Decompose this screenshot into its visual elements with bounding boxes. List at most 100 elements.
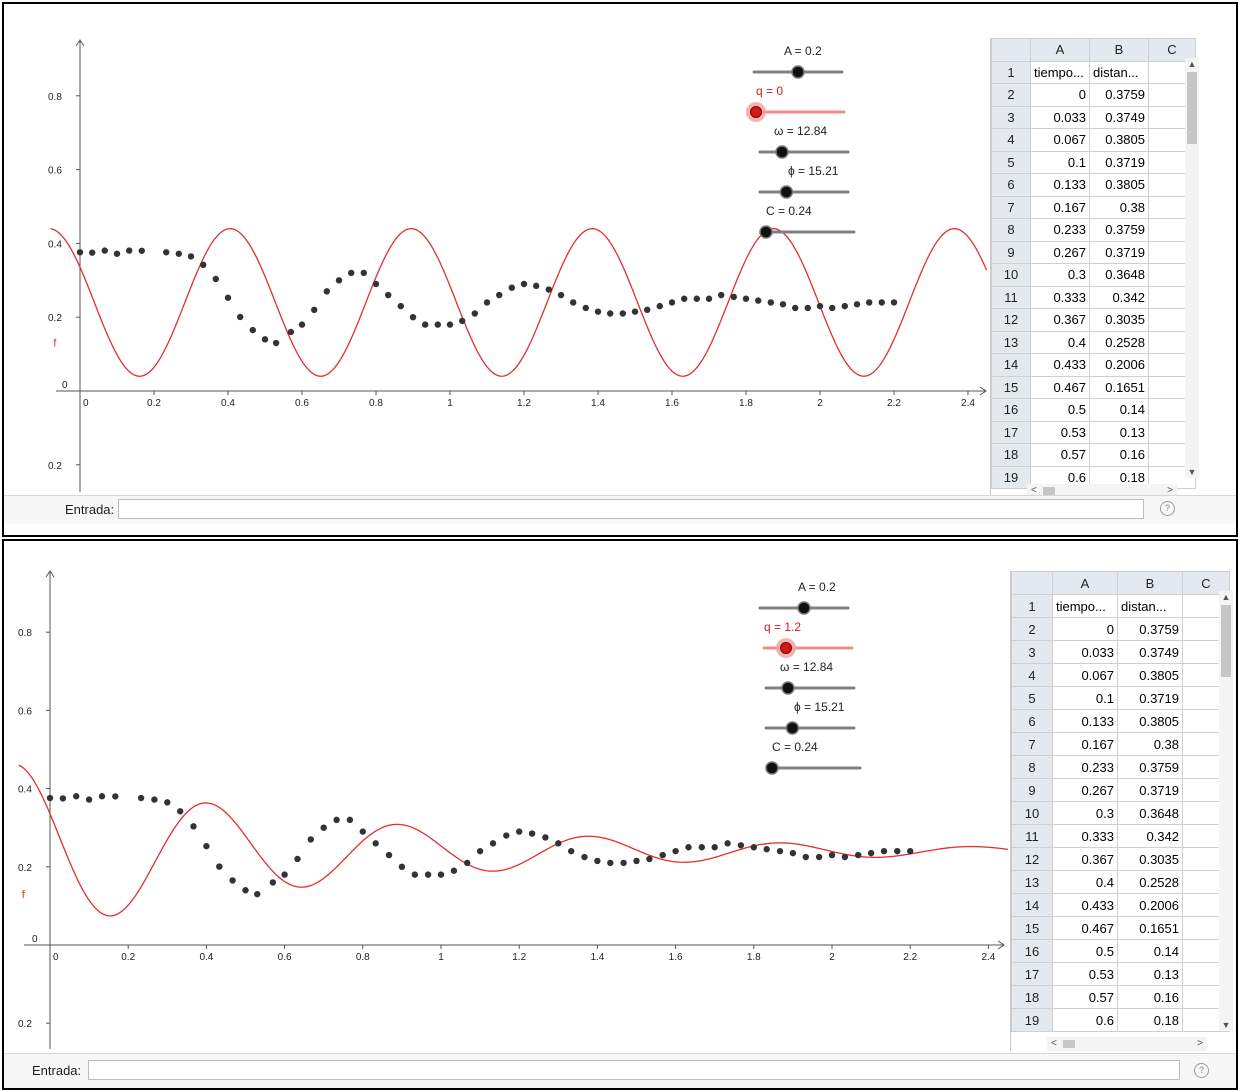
cell-b[interactable]: 0.38 — [1089, 195, 1149, 219]
cell-b[interactable]: 0.3719 — [1089, 240, 1149, 264]
cell-b[interactable]: 0.1651 — [1117, 916, 1183, 940]
row-header[interactable]: 3 — [991, 105, 1031, 129]
input-field[interactable] — [88, 1060, 1180, 1080]
cell-a[interactable]: tiempo... — [1052, 594, 1118, 618]
cell-a[interactable]: tiempo... — [1030, 60, 1090, 84]
cell-b[interactable]: 0.2006 — [1117, 893, 1183, 917]
column-header[interactable]: A — [1052, 571, 1118, 595]
cell-a[interactable]: 0.133 — [1052, 709, 1118, 733]
input-field[interactable] — [118, 499, 1144, 519]
cell-b[interactable]: 0.14 — [1117, 939, 1183, 963]
row-header[interactable]: 11 — [1011, 824, 1053, 848]
scroll-right-icon[interactable]: > — [1197, 1038, 1203, 1049]
graph-canvas[interactable]: 0.2 0.4 0.6 0.8 1 1.2 1.4 1.6 1.8 2 2.2 2.4 0 0 0.2 0.4… — [4, 4, 988, 494]
cell-a[interactable]: 0.067 — [1030, 128, 1090, 152]
cell-a[interactable]: 0.167 — [1052, 732, 1118, 756]
slider-knob[interactable] — [791, 65, 805, 79]
cell-a[interactable]: 0.4 — [1030, 330, 1090, 354]
cell-a[interactable]: 0.167 — [1030, 195, 1090, 219]
cell-a[interactable]: 0.3 — [1052, 801, 1118, 825]
slider-knob[interactable] — [781, 681, 795, 695]
row-header[interactable]: 7 — [991, 195, 1031, 219]
scroll-down-icon[interactable]: ▼ — [1221, 1020, 1231, 1030]
horizontal-scrollbar[interactable]: < > — [1047, 1037, 1207, 1051]
cell-b[interactable]: 0.3035 — [1089, 308, 1149, 332]
cell-a[interactable]: 0.1 — [1052, 686, 1118, 710]
row-header[interactable]: 4 — [991, 128, 1031, 152]
cell-b[interactable]: 0.2006 — [1089, 353, 1149, 377]
cell-b[interactable]: 0.18 — [1117, 1008, 1183, 1032]
row-header[interactable]: 18 — [1011, 985, 1053, 1009]
row-header[interactable]: 2 — [991, 83, 1031, 107]
cell-b[interactable]: 0.3749 — [1089, 105, 1149, 129]
cell-b[interactable]: 0.38 — [1117, 732, 1183, 756]
row-header[interactable]: 12 — [991, 308, 1031, 332]
scroll-thumb[interactable] — [1063, 1040, 1075, 1048]
cell-a[interactable]: 0.233 — [1052, 755, 1118, 779]
cell-b[interactable]: 0.3759 — [1089, 218, 1149, 242]
scroll-thumb[interactable] — [1043, 487, 1055, 495]
scroll-up-icon[interactable]: ▲ — [1187, 59, 1197, 69]
cell-b[interactable]: 0.13 — [1089, 420, 1149, 444]
slider-knob[interactable] — [765, 761, 779, 775]
column-header[interactable]: C — [1148, 38, 1196, 62]
cell-b[interactable]: 0.3719 — [1117, 778, 1183, 802]
cell-a[interactable]: 0.6 — [1052, 1008, 1118, 1032]
row-header[interactable]: 14 — [1011, 893, 1053, 917]
row-header[interactable]: 7 — [1011, 732, 1053, 756]
row-header[interactable]: 9 — [991, 240, 1031, 264]
cell-b[interactable]: 0.3805 — [1089, 173, 1149, 197]
corner-cell[interactable] — [1011, 571, 1053, 595]
cell-b[interactable]: 0.342 — [1117, 824, 1183, 848]
row-header[interactable]: 10 — [991, 263, 1031, 287]
cell-b[interactable]: 0.3719 — [1089, 150, 1149, 174]
row-header[interactable]: 3 — [1011, 640, 1053, 664]
row-header[interactable]: 10 — [1011, 801, 1053, 825]
cell-b[interactable]: 0.3805 — [1117, 709, 1183, 733]
slider-knob[interactable] — [759, 225, 773, 239]
cell-b[interactable]: 0.3719 — [1117, 686, 1183, 710]
help-icon[interactable]: ? — [1160, 501, 1175, 516]
cell-b[interactable]: 0.3805 — [1089, 128, 1149, 152]
cell-a[interactable]: 0.3 — [1030, 263, 1090, 287]
scroll-left-icon[interactable]: < — [1051, 1038, 1057, 1049]
cell-b[interactable]: 0.2528 — [1117, 870, 1183, 894]
horizontal-scrollbar[interactable]: < > — [1027, 484, 1177, 498]
column-header[interactable]: A — [1030, 38, 1090, 62]
cell-b[interactable]: 0.3749 — [1117, 640, 1183, 664]
slider-knob[interactable] — [797, 601, 811, 615]
row-header[interactable]: 18 — [991, 443, 1031, 467]
row-header[interactable]: 15 — [1011, 916, 1053, 940]
cell-b[interactable]: 0.342 — [1089, 285, 1149, 309]
cell-a[interactable]: 0.367 — [1052, 847, 1118, 871]
slider-knob[interactable] — [780, 642, 792, 654]
row-header[interactable]: 4 — [1011, 663, 1053, 687]
cell-b[interactable]: 0.13 — [1117, 962, 1183, 986]
scroll-up-icon[interactable]: ▲ — [1221, 592, 1231, 602]
graph-canvas[interactable]: 0.2 0.4 0.6 0.8 1 1.2 1.4 1.6 1.8 2 2.2 2.4 0 0 0.2 0.4… — [4, 541, 1008, 1049]
cell-a[interactable]: 0.5 — [1030, 398, 1090, 422]
row-header[interactable]: 6 — [1011, 709, 1053, 733]
vertical-scrollbar[interactable]: ▲ ▼ — [1219, 591, 1233, 1031]
row-header[interactable]: 2 — [1011, 617, 1053, 641]
cell-b[interactable]: 0.3759 — [1117, 617, 1183, 641]
row-header[interactable]: 12 — [1011, 847, 1053, 871]
row-header[interactable]: 8 — [991, 218, 1031, 242]
row-header[interactable]: 9 — [1011, 778, 1053, 802]
cell-b[interactable]: distan... — [1089, 60, 1149, 84]
cell-a[interactable]: 0.57 — [1052, 985, 1118, 1009]
cell-a[interactable]: 0.267 — [1030, 240, 1090, 264]
vertical-scrollbar[interactable]: ▲ ▼ — [1185, 58, 1199, 478]
row-header[interactable]: 5 — [991, 150, 1031, 174]
slider-knob[interactable] — [785, 721, 800, 735]
cell-b[interactable]: 0.1651 — [1089, 375, 1149, 399]
row-header[interactable]: 5 — [1011, 686, 1053, 710]
cell-a[interactable]: 0.433 — [1052, 893, 1118, 917]
scroll-left-icon[interactable]: < — [1031, 485, 1037, 496]
spreadsheet-table[interactable]: A B C 1 tiempo... distan... 2 0 0.3759 3 0.033 0.37… — [1011, 571, 1230, 1032]
cell-a[interactable]: 0.267 — [1052, 778, 1118, 802]
row-header[interactable]: 19 — [991, 465, 1031, 489]
scroll-down-icon[interactable]: ▼ — [1187, 467, 1197, 477]
cell-b[interactable]: 0.3759 — [1089, 83, 1149, 107]
cell-a[interactable]: 0.367 — [1030, 308, 1090, 332]
